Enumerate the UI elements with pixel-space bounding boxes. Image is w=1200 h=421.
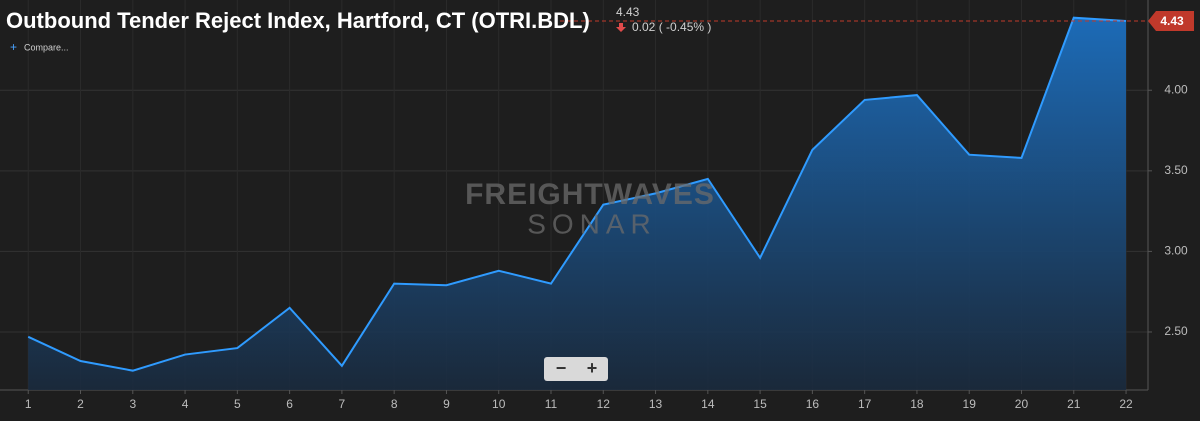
x-tick-label: 9 [443,397,450,411]
compare-button[interactable]: Compare... [24,42,69,52]
plot [27,16,1148,391]
x-tick-label: 1 [25,397,32,411]
x-tick-label: 18 [910,397,924,411]
x-tick-label: 14 [701,397,715,411]
x-tick-label: 11 [545,397,558,411]
down-arrow [616,23,626,32]
x-tick-label: 7 [339,397,346,411]
x-tick-label: 2 [77,397,84,411]
x-tick-label: 3 [129,397,136,411]
x-tick-label: 12 [597,397,611,411]
zoom-controls: − + [544,357,608,381]
change-label: 0.02 ( -0.45% ) [632,20,711,34]
y-tick-label: 4.00 [1164,82,1188,96]
y-tick-label: 3.00 [1164,244,1188,258]
x-tick-label: 16 [806,397,820,411]
x-tick-label: 20 [1015,397,1029,411]
compare-icon[interactable]: + [10,40,17,54]
x-tick-label: 17 [858,397,872,411]
x-tick-label: 21 [1067,397,1081,411]
chart-title: Outbound Tender Reject Index, Hartford, … [6,8,590,33]
zoom-out[interactable]: − [556,358,567,378]
y-tick-label: 2.50 [1164,324,1188,338]
x-tick-label: 15 [753,397,767,411]
y-tick-label: 3.50 [1164,163,1188,177]
x-tick-label: 22 [1119,397,1133,411]
zoom-in[interactable]: + [587,358,598,378]
x-tick-label: 6 [286,397,293,411]
line [27,16,1127,372]
x-tick-label: 19 [963,397,977,411]
x-tick-label: 8 [391,397,398,411]
watermark: SONAR [527,208,657,239]
area [28,17,1127,391]
x-tick-label: 5 [234,397,241,411]
price-tag-label: 4.43 [1160,14,1184,28]
last-value: 4.43 [616,5,640,19]
x-tick-label: 4 [182,397,189,411]
watermark: FREIGHTWAVES [465,178,715,211]
x-tick-label: 10 [492,397,506,411]
price-tag [1148,10,1194,31]
zoom-panel [544,357,608,381]
x-tick-label: 13 [649,397,663,411]
